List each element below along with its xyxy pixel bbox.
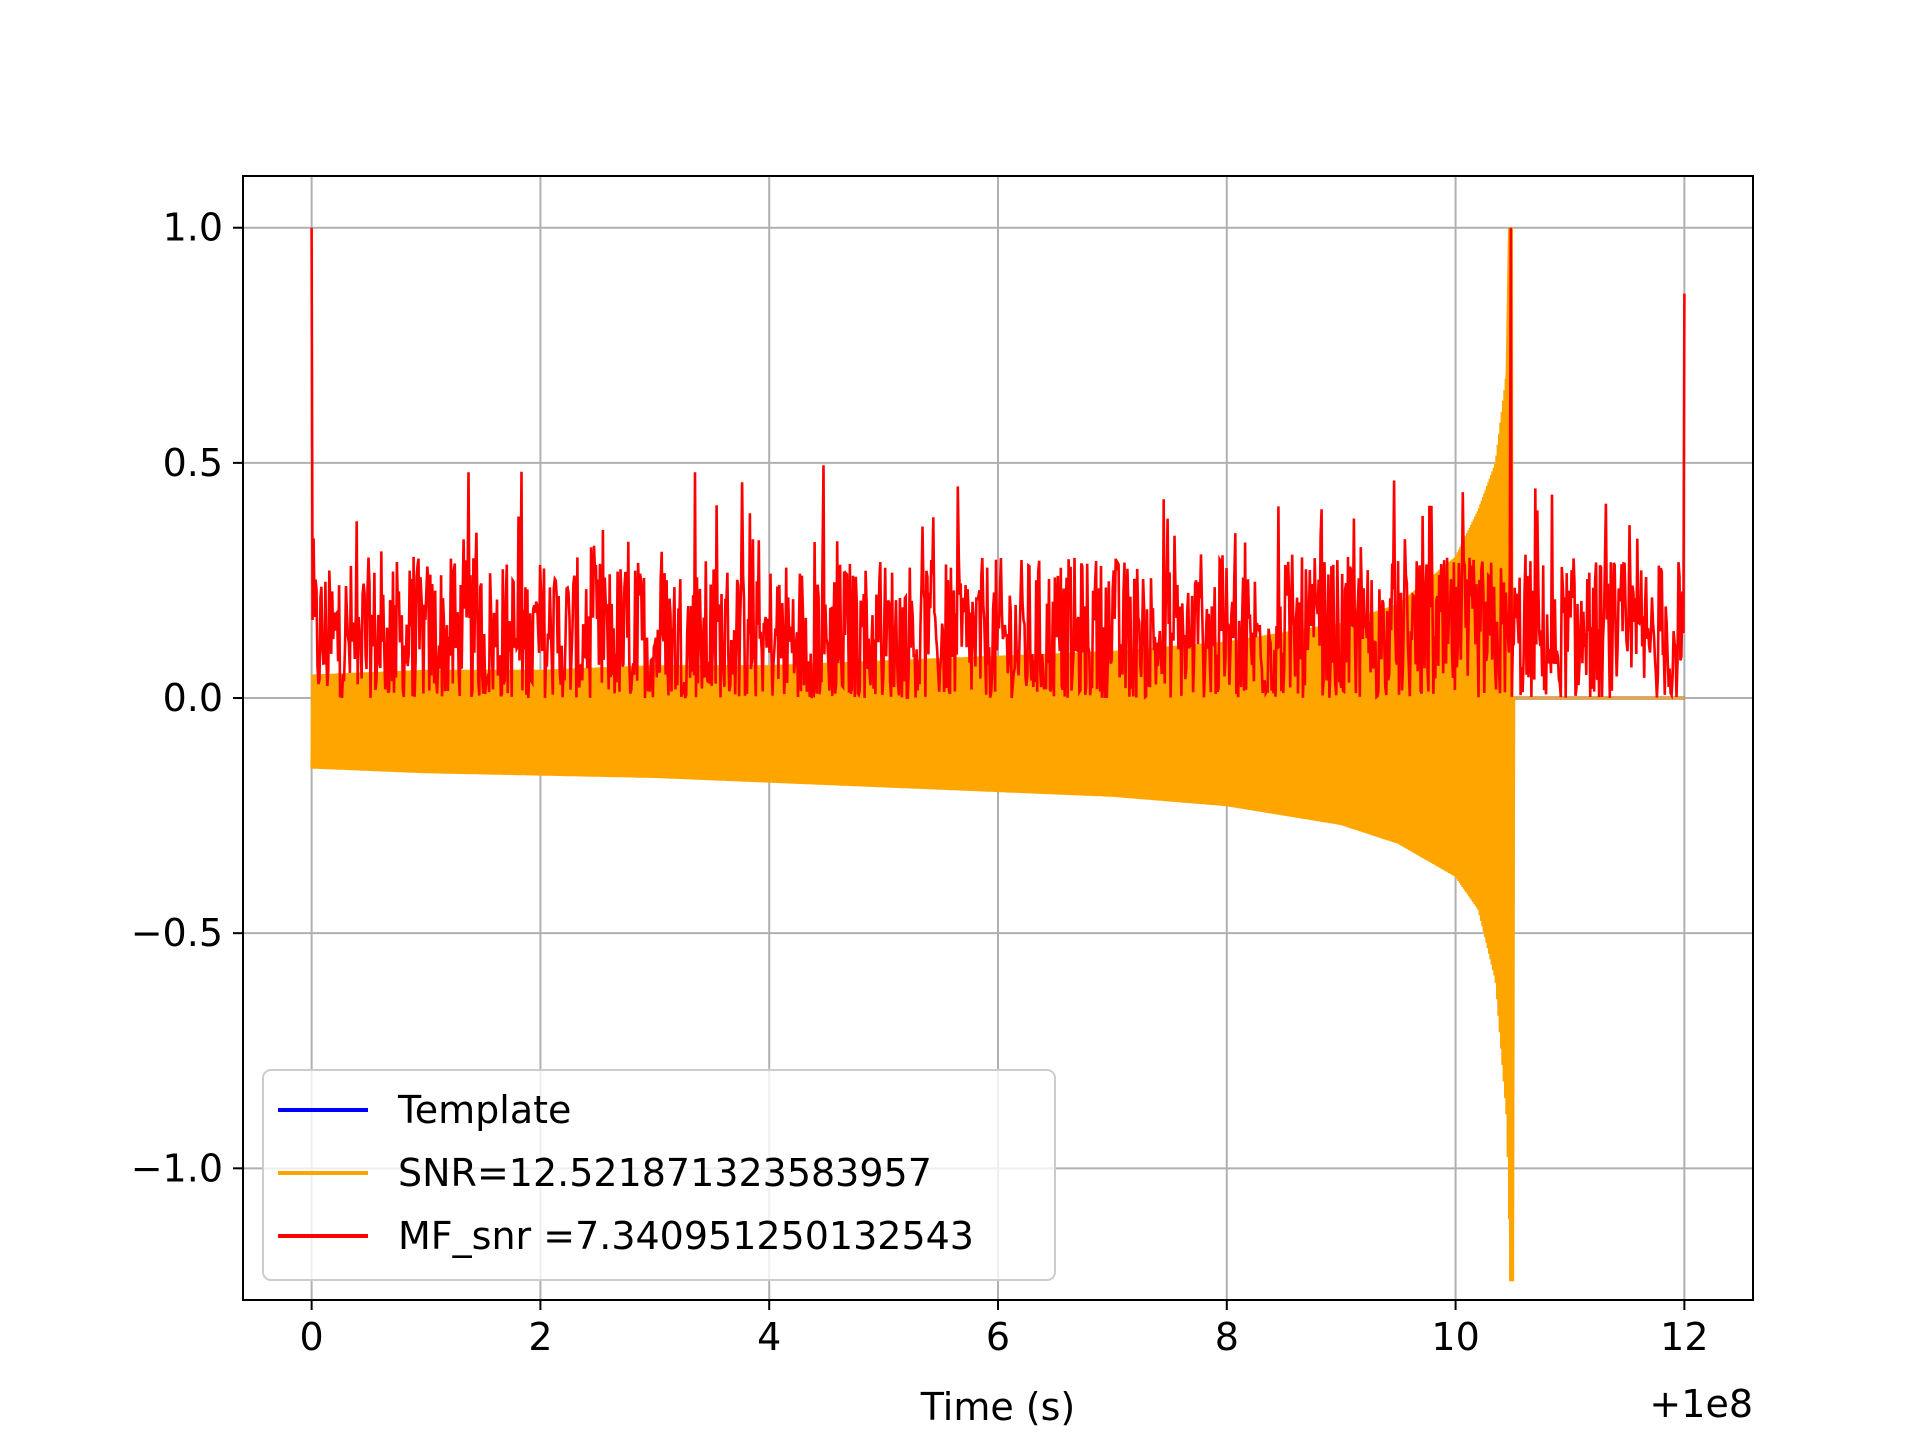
x-tick-label: 0 xyxy=(300,1315,324,1359)
y-tick-label: 0.0 xyxy=(163,676,223,720)
x-tick-label: 8 xyxy=(1215,1315,1239,1359)
x-tick-label: 6 xyxy=(986,1315,1010,1359)
x-axis-label: Time (s) xyxy=(920,1385,1076,1429)
legend-label: Template xyxy=(397,1088,571,1132)
y-tick-label: −1.0 xyxy=(131,1146,223,1190)
series-mf-snr-line xyxy=(310,227,1686,700)
legend-label: SNR=12.521871323583957 xyxy=(398,1151,932,1195)
y-tick-label: 1.0 xyxy=(163,206,223,250)
x-tick-label: 2 xyxy=(528,1315,552,1359)
axis-ticks: 0 2 4 6 8 10 12 1.0 0.5 0.0 −0.5 −1.0 xyxy=(131,206,1709,1359)
series-snr-line xyxy=(310,255,1685,1282)
y-tick-label: 0.5 xyxy=(163,441,223,485)
legend: Template SNR=12.521871323583957 MF_snr =7.… xyxy=(262,1069,1056,1281)
series-layer xyxy=(310,227,1686,1282)
legend-label: MF_snr =7.340951250132543 xyxy=(398,1214,974,1258)
legend-box xyxy=(262,1069,1056,1281)
x-offset-label: +1e8 xyxy=(1649,1382,1753,1426)
x-tick-label: 4 xyxy=(757,1315,781,1359)
y-tick-label: −0.5 xyxy=(131,911,223,955)
x-tick-label: 10 xyxy=(1431,1315,1479,1359)
x-tick-label: 12 xyxy=(1660,1315,1708,1359)
